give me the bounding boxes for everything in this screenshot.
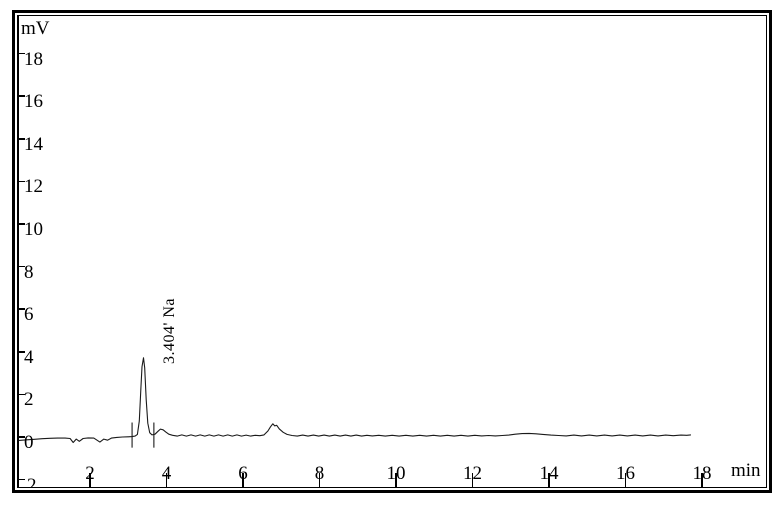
x-axis-tick-label: 8 xyxy=(314,463,325,484)
x-axis-tick-label: 10 xyxy=(386,463,406,484)
y-axis-tick-label: 4 xyxy=(24,346,34,368)
x-axis-unit-label: min xyxy=(731,460,761,481)
x-axis-tick-label: 18 xyxy=(692,463,712,484)
y-axis-tick-label: 6 xyxy=(24,304,34,326)
x-axis-tick-label: 4 xyxy=(161,463,172,484)
x-axis-tick xyxy=(318,473,321,487)
y-axis-tick-label: 8 xyxy=(24,261,34,283)
y-axis-tick-label: 18 xyxy=(24,48,43,70)
y-axis-tick xyxy=(19,138,25,140)
x-axis-tick xyxy=(89,473,91,487)
y-axis-tick xyxy=(19,351,25,353)
x-axis-tick xyxy=(548,473,550,487)
integration-marks xyxy=(131,422,155,448)
x-axis-tick xyxy=(395,473,397,487)
x-axis-tick-label: 14 xyxy=(539,463,559,484)
y-axis-tick-label-clipped: 2 xyxy=(27,475,37,487)
x-axis-tick-label: 16 xyxy=(616,463,635,484)
figure-border xyxy=(12,10,772,493)
y-axis-tick-label: 0 xyxy=(24,432,34,453)
y-axis-tick xyxy=(19,478,25,481)
y-axis-tick xyxy=(19,95,25,97)
y-axis-tick-label: 16 xyxy=(24,91,43,113)
x-axis-tick-label: 6 xyxy=(238,463,248,484)
y-axis-tick-label: 14 xyxy=(24,133,43,155)
x-axis-tick-label: 2 xyxy=(85,463,95,484)
y-axis-tick-label: 2 xyxy=(24,389,34,411)
y-axis-tick xyxy=(19,52,25,55)
x-axis-tick xyxy=(701,473,703,487)
y-axis-tick xyxy=(19,223,25,225)
signal-trace xyxy=(18,357,692,444)
x-axis-tick xyxy=(471,473,474,487)
plot-area xyxy=(17,15,767,488)
y-axis-tick xyxy=(19,265,25,268)
y-axis-tick xyxy=(19,308,25,310)
y-axis-unit-label: mV xyxy=(21,18,50,39)
y-axis-tick xyxy=(19,436,25,438)
x-axis-tick xyxy=(242,473,244,487)
y-axis-tick xyxy=(19,393,25,396)
y-axis-tick-label: 10 xyxy=(24,219,43,240)
peak-annotation: 3.404' Na xyxy=(161,297,178,364)
x-axis-tick xyxy=(624,473,627,487)
x-axis-tick-label: 12 xyxy=(463,463,482,484)
y-axis-tick-label: 12 xyxy=(24,176,43,198)
y-axis-tick xyxy=(19,180,25,183)
x-axis-tick xyxy=(165,473,168,487)
